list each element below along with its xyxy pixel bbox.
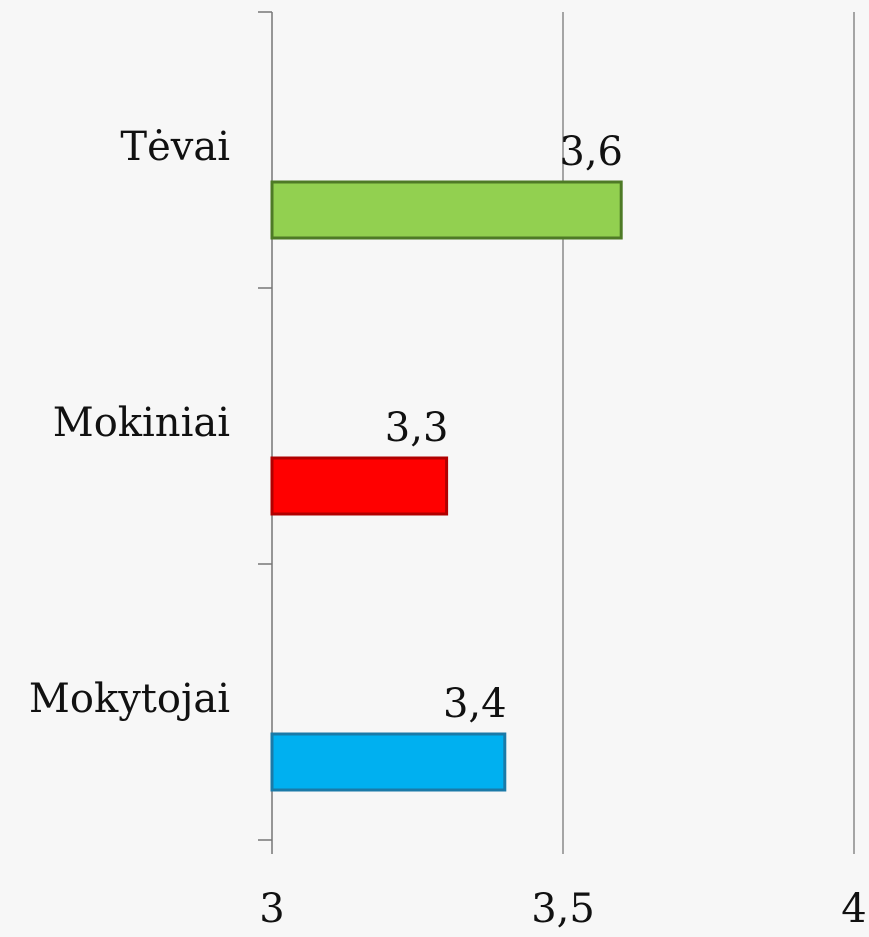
value-label: 3,4 — [443, 681, 507, 727]
value-label: 3,6 — [559, 129, 623, 175]
bar — [270, 732, 507, 792]
x-tick-label: 3,5 — [531, 886, 595, 932]
bar — [270, 180, 623, 240]
x-tick-label: 4 — [841, 886, 866, 932]
x-tick-label: 3 — [259, 886, 284, 932]
category-label: Mokiniai — [53, 400, 230, 446]
category-label: Mokytojai — [29, 676, 230, 722]
bar — [270, 456, 449, 516]
category-label: Tėvai — [120, 124, 230, 170]
value-label: 3,3 — [385, 405, 449, 451]
